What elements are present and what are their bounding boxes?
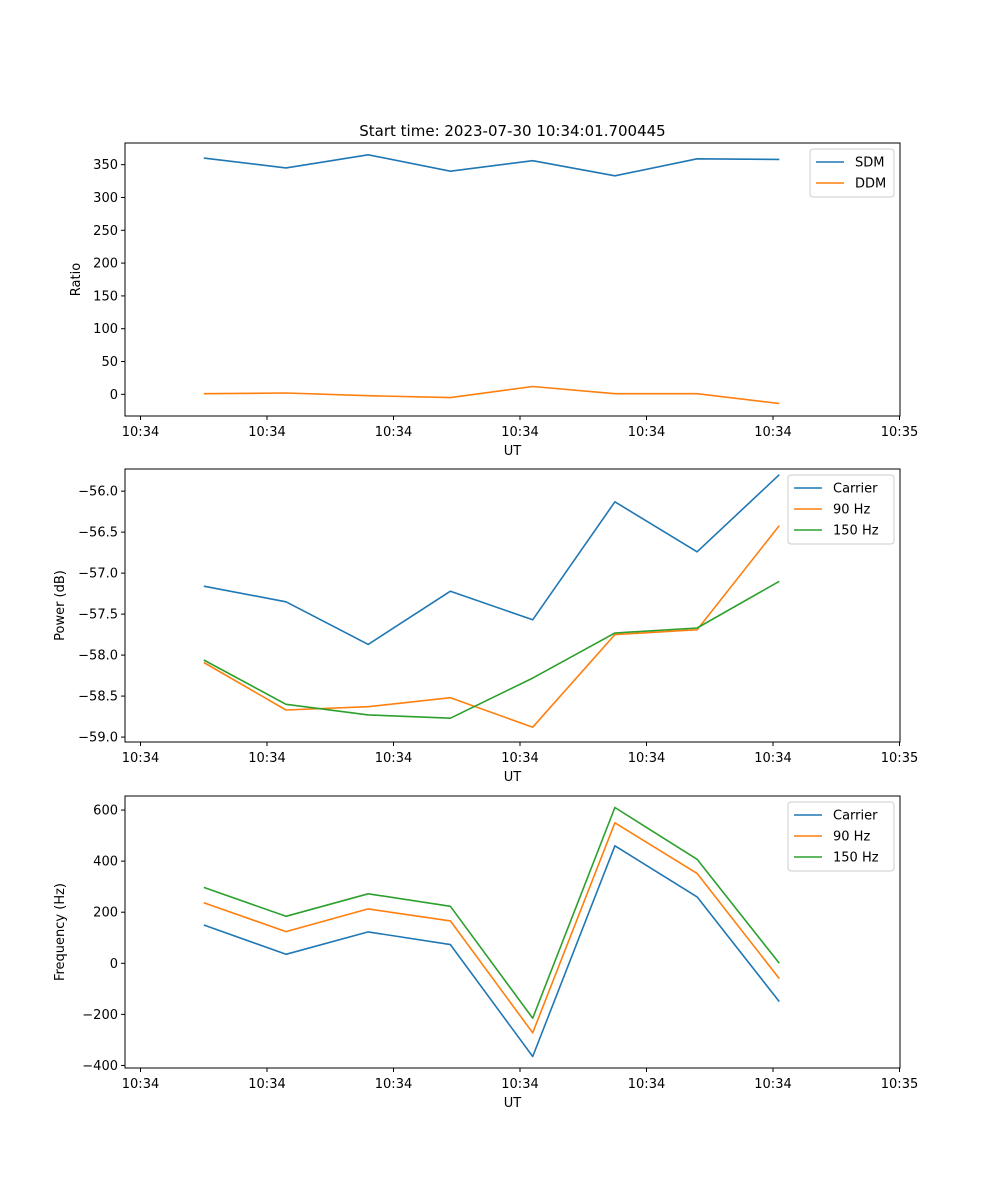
x-tick-label: 10:34 bbox=[628, 425, 665, 440]
x-tick-label: 10:34 bbox=[628, 751, 665, 766]
x-tick-label: 10:35 bbox=[881, 1077, 918, 1092]
y-tick-label: 0 bbox=[110, 957, 118, 972]
x-tick-label: 10:34 bbox=[628, 1077, 665, 1092]
figure-title: Start time: 2023-07-30 10:34:01.700445 bbox=[359, 122, 665, 140]
x-tick-label: 10:35 bbox=[881, 425, 918, 440]
y-tick-label: 100 bbox=[93, 322, 118, 337]
legend-label: 90 Hz bbox=[833, 830, 870, 845]
axes-frame bbox=[124, 795, 901, 1069]
y-tick-label: 250 bbox=[93, 224, 118, 239]
legend-label: DDM bbox=[855, 177, 886, 192]
axes-frame bbox=[124, 468, 901, 743]
y-tick-label: −56.5 bbox=[78, 526, 118, 541]
x-tick-label: 10:34 bbox=[122, 425, 159, 440]
series-line-carrier bbox=[203, 474, 780, 646]
x-tick-label: 10:34 bbox=[754, 425, 791, 440]
y-axis-label: Power (dB) bbox=[53, 570, 68, 641]
x-tick-label: 10:34 bbox=[248, 1077, 285, 1092]
y-tick-label: −58.5 bbox=[78, 690, 118, 705]
x-tick-label: 10:35 bbox=[881, 751, 918, 766]
y-tick-label: 600 bbox=[93, 804, 118, 819]
axes-frame bbox=[124, 142, 901, 417]
y-tick-label: 350 bbox=[93, 158, 118, 173]
y-tick-label: −59.0 bbox=[78, 731, 118, 746]
legend-label: 150 Hz bbox=[833, 524, 879, 539]
y-tick-label: 0 bbox=[110, 388, 118, 403]
x-tick-label: 10:34 bbox=[375, 1077, 412, 1092]
series-line-150-hz bbox=[203, 580, 780, 720]
x-axis-label: UT bbox=[504, 770, 522, 785]
series-line-carrier bbox=[203, 844, 780, 1058]
legend-label: Carrier bbox=[833, 809, 878, 824]
x-axis-label: UT bbox=[504, 444, 522, 459]
x-tick-label: 10:34 bbox=[122, 751, 159, 766]
legend-label: 90 Hz bbox=[833, 503, 870, 518]
y-tick-label: −58.0 bbox=[78, 649, 118, 664]
legend-frame bbox=[787, 474, 895, 545]
chart-panel-1: 0 50 100 150 200 250 300 350 10:34 10:34 10:34 10:3… bbox=[69, 142, 918, 459]
legend-label: Carrier bbox=[833, 482, 878, 497]
x-tick-label: 10:34 bbox=[501, 425, 538, 440]
legend-label: 150 Hz bbox=[833, 851, 879, 866]
y-tick-label: −200 bbox=[82, 1008, 118, 1023]
y-tick-label: 200 bbox=[93, 257, 118, 272]
x-tick-label: 10:34 bbox=[501, 1077, 538, 1092]
y-axis-label: Ratio bbox=[69, 263, 84, 296]
y-tick-label: 150 bbox=[93, 289, 118, 304]
series-line-150-hz bbox=[203, 806, 780, 1020]
legend-frame bbox=[787, 801, 895, 872]
x-tick-label: 10:34 bbox=[754, 1077, 791, 1092]
legend: Carrier 90 Hz 150 Hz bbox=[787, 474, 895, 545]
x-tick-label: 10:34 bbox=[754, 751, 791, 766]
x-tick-label: 10:34 bbox=[122, 1077, 159, 1092]
y-tick-label: −400 bbox=[82, 1059, 118, 1074]
x-tick-label: 10:34 bbox=[501, 751, 538, 766]
x-tick-label: 10:34 bbox=[248, 751, 285, 766]
legend-frame bbox=[809, 148, 895, 198]
y-tick-label: −57.5 bbox=[78, 608, 118, 623]
chart-panel-2: −59.0 −58.5 −58.0 −57.5 −57.0 −56.5 −56.0 10:34… bbox=[53, 468, 918, 785]
series-line-90-hz bbox=[203, 821, 780, 1034]
series-line-ddm bbox=[203, 385, 780, 405]
y-tick-label: 400 bbox=[93, 855, 118, 870]
y-tick-label: 200 bbox=[93, 906, 118, 921]
x-axis-label: UT bbox=[504, 1096, 522, 1111]
x-tick-label: 10:34 bbox=[248, 425, 285, 440]
y-tick-label: 50 bbox=[101, 355, 118, 370]
panels: 0 50 100 150 200 250 300 350 10:34 10:34 10:34 10:3… bbox=[53, 142, 918, 1111]
legend: Carrier 90 Hz 150 Hz bbox=[787, 801, 895, 872]
y-tick-label: 300 bbox=[93, 191, 118, 206]
legend-label: SDM bbox=[855, 156, 884, 171]
y-tick-label: −57.0 bbox=[78, 567, 118, 582]
chart-panel-3: −400 −200 0 200 400 600 10:34 10:34 10:34 10:34 10… bbox=[53, 795, 918, 1111]
y-axis-label: Frequency (Hz) bbox=[53, 883, 68, 981]
x-tick-label: 10:34 bbox=[375, 425, 412, 440]
x-tick-label: 10:34 bbox=[375, 751, 412, 766]
series-line-90-hz bbox=[203, 525, 780, 729]
legend: SDM DDM bbox=[809, 148, 895, 198]
series-line-sdm bbox=[203, 154, 780, 177]
y-tick-label: −56.0 bbox=[78, 485, 118, 500]
